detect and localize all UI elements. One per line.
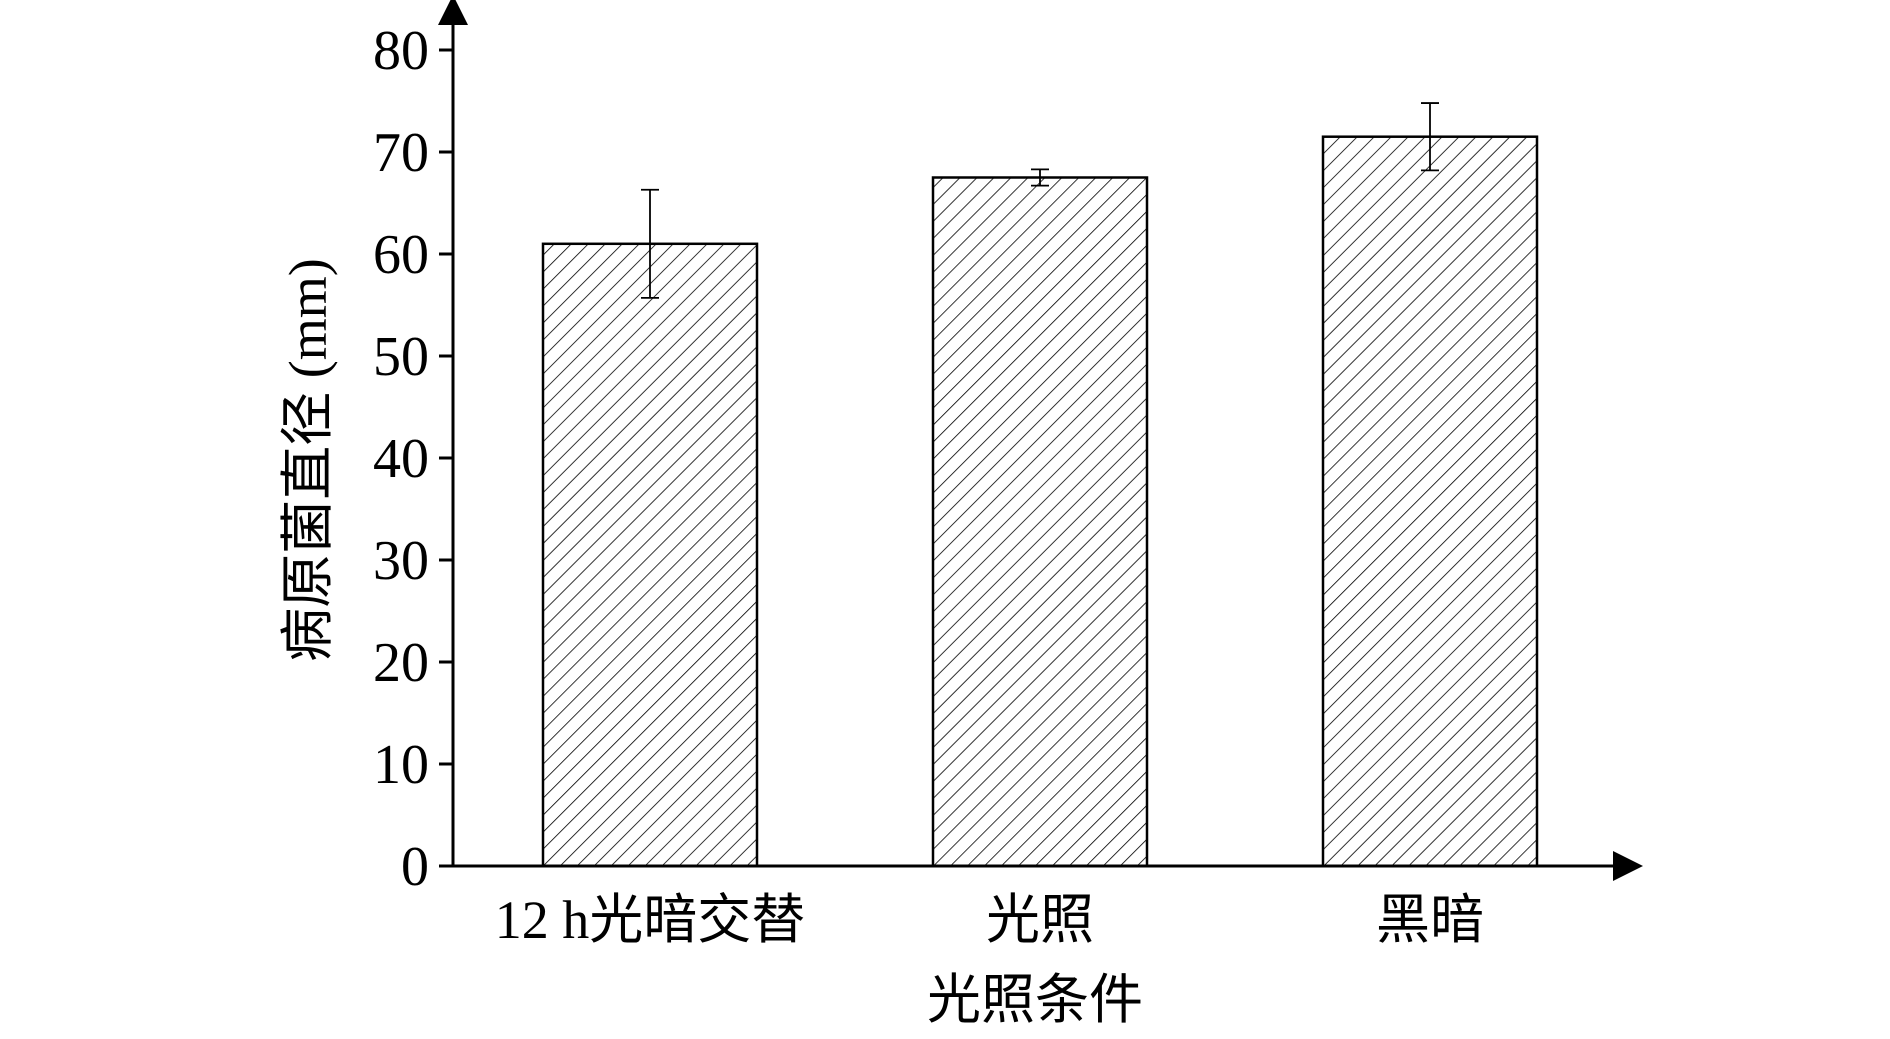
y-tick-label: 70: [373, 122, 429, 184]
x-axis-title: 光照条件: [927, 970, 1143, 1030]
bar: [1321, 135, 1539, 868]
bars: [541, 135, 1539, 868]
x-tick-labels: 12 h光暗交替 光照 黑暗: [495, 890, 1484, 950]
y-ticks: 0 10 20 30 40 50 60 70 80: [373, 20, 453, 898]
x-tick-label: 黑暗: [1376, 890, 1484, 950]
y-tick-label: 30: [373, 530, 429, 592]
y-tick-label: 50: [373, 326, 429, 388]
y-tick-label: 60: [373, 224, 429, 286]
y-axis-title: 病原菌直径 (mm): [278, 258, 338, 661]
y-tick-label: 40: [373, 428, 429, 490]
y-tick-label: 0: [401, 836, 429, 898]
error-bars: [641, 102, 1439, 299]
y-tick-label: 10: [373, 734, 429, 796]
y-tick-label: 20: [373, 632, 429, 694]
error-bar: [1031, 168, 1049, 187]
y-tick-label: 80: [373, 20, 429, 82]
error-bar: [1421, 102, 1439, 172]
bar: [541, 242, 759, 868]
x-tick-label: 12 h光暗交替: [495, 890, 806, 950]
error-bar: [641, 188, 659, 299]
x-tick-label: 光照: [986, 890, 1094, 950]
bar: [931, 176, 1149, 868]
